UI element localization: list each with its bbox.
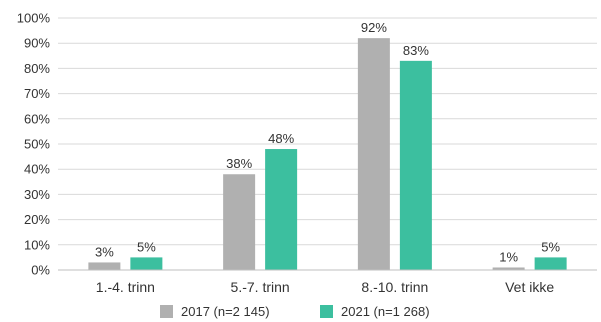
x-tick-label: 8.-10. trinn <box>361 279 428 295</box>
y-tick-label: 80% <box>24 61 50 76</box>
legend-label-2017: 2017 (n=2 145) <box>181 304 270 319</box>
bar <box>223 174 256 270</box>
bar <box>357 38 390 270</box>
y-tick-label: 30% <box>24 187 50 202</box>
data-label: 48% <box>268 131 294 146</box>
data-label: 92% <box>361 20 387 35</box>
y-tick-label: 40% <box>24 162 50 177</box>
legend-item-2017: 2017 (n=2 145) <box>160 304 270 319</box>
y-tick-label: 100% <box>17 11 51 26</box>
bar <box>399 60 432 271</box>
legend-item-2021: 2021 (n=1 268) <box>320 304 430 319</box>
data-label: 5% <box>541 239 560 254</box>
y-tick-label: 20% <box>24 212 50 227</box>
chart-svg: 0% 10% 20% 30% 40% 50% 60% 70% 80% 90% 100% 3% 5% 1.-… <box>17 11 597 295</box>
legend: 2017 (n=2 145) 2021 (n=1 268) <box>0 300 601 322</box>
bar <box>130 257 163 270</box>
y-tick-label: 60% <box>24 111 50 126</box>
y-tick-label: 70% <box>24 86 50 101</box>
data-label: 1% <box>499 249 518 264</box>
bar <box>534 257 567 270</box>
data-label: 3% <box>95 244 114 259</box>
data-label: 38% <box>226 156 252 171</box>
y-tick-label: 90% <box>24 36 50 51</box>
x-tick-label: 1.-4. trinn <box>96 279 155 295</box>
x-tick-label: 5.-7. trinn <box>231 279 290 295</box>
data-label: 5% <box>137 239 156 254</box>
data-label: 83% <box>403 43 429 58</box>
legend-swatch-2021 <box>320 305 333 318</box>
bar <box>88 262 121 270</box>
y-tick-label: 0% <box>31 263 50 278</box>
x-tick-label: Vet ikke <box>505 279 554 295</box>
legend-swatch-2017 <box>160 305 173 318</box>
bar <box>492 267 525 270</box>
bar <box>265 149 298 270</box>
y-tick-label: 50% <box>24 137 50 152</box>
legend-label-2021: 2021 (n=1 268) <box>341 304 430 319</box>
y-tick-label: 10% <box>24 237 50 252</box>
